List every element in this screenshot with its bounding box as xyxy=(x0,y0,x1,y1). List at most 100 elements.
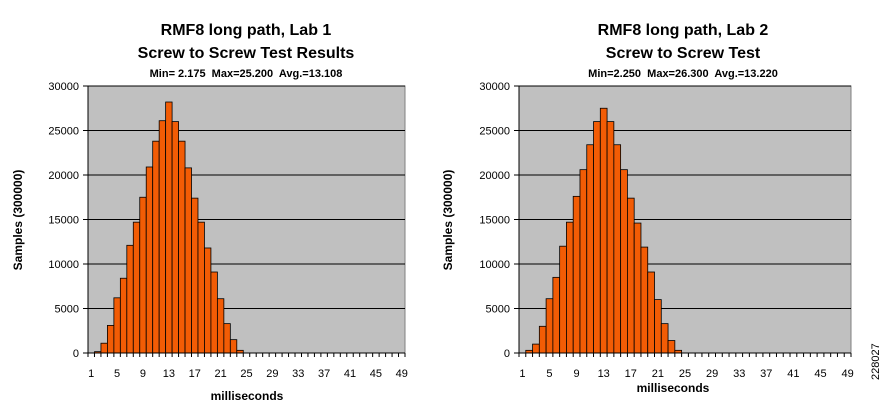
x-tick-label-45: 45 xyxy=(370,368,382,380)
bar-22 xyxy=(223,323,231,354)
x-tick-label-21: 21 xyxy=(652,368,664,380)
x-tick-label-49: 49 xyxy=(396,368,408,380)
x-tick-label-29: 29 xyxy=(266,368,278,380)
y-axis-label: Samples (300000) xyxy=(11,170,25,271)
y-tick-label-25000: 25000 xyxy=(479,126,510,138)
bar-11 xyxy=(152,140,160,354)
x-tick-labels: 1 5 9 13 17 21 25 29 33 37 41 45 49 xyxy=(519,368,853,380)
bar-19 xyxy=(204,247,212,354)
chart-lab-1: RMF8 long path, Lab 1 Screw to Screw Tes… xyxy=(11,22,408,403)
x-tick-label-9: 9 xyxy=(574,368,580,380)
x-tick-label-41: 41 xyxy=(344,368,356,380)
y-tick-labels: 0 5000 10000 15000 20000 25000 30000 xyxy=(479,81,510,360)
x-tick-label-21: 21 xyxy=(214,368,226,380)
chart-stats: Min=2.250 Max=26.300 Avg.=13.220 xyxy=(588,68,778,80)
x-tick-label-25: 25 xyxy=(679,368,691,380)
bar-15 xyxy=(613,144,622,354)
y-tick-label-15000: 15000 xyxy=(48,215,79,227)
y-axis-label: Samples (300000) xyxy=(441,170,455,271)
bar-11 xyxy=(586,144,594,354)
x-tick-label-1: 1 xyxy=(88,368,94,380)
x-tick-label-41: 41 xyxy=(787,368,799,380)
x-tick-label-17: 17 xyxy=(189,368,201,380)
bar-5 xyxy=(113,297,121,354)
bar-5 xyxy=(545,298,554,354)
y-tick-label-5000: 5000 xyxy=(55,304,79,316)
x-tick-label-9: 9 xyxy=(140,368,146,380)
y-tick-labels: 0 5000 10000 15000 20000 25000 30000 xyxy=(48,81,79,360)
x-axis-label: milliseconds xyxy=(637,381,710,395)
y-tick-label-5000: 5000 xyxy=(486,304,510,316)
bar-9 xyxy=(139,196,147,354)
x-tick-labels: 1 5 9 13 17 21 25 29 33 37 41 45 49 xyxy=(88,368,408,380)
bar-12 xyxy=(593,121,601,354)
bar-7 xyxy=(126,244,134,354)
x-tick-label-17: 17 xyxy=(625,368,637,380)
bar-22 xyxy=(660,323,669,354)
y-tick-label-25000: 25000 xyxy=(48,126,79,138)
x-tick-label-45: 45 xyxy=(814,368,826,380)
bar-17 xyxy=(627,197,635,354)
y-tick-label-10000: 10000 xyxy=(48,259,79,271)
x-tick-label-37: 37 xyxy=(318,368,330,380)
x-tick-label-1: 1 xyxy=(519,368,525,380)
bar-14 xyxy=(606,121,615,354)
bar-16 xyxy=(184,167,192,354)
bar-23 xyxy=(667,340,676,354)
bars xyxy=(94,101,244,354)
bar-15 xyxy=(178,140,186,354)
bar-8 xyxy=(566,221,574,354)
x-tick-label-49: 49 xyxy=(841,368,853,380)
chart-stats: Min= 2.175 Max=25.200 Avg.=13.108 xyxy=(150,68,343,80)
bar-9 xyxy=(572,195,581,354)
bar-20 xyxy=(647,271,655,354)
bar-10 xyxy=(145,166,154,354)
y-tick-label-30000: 30000 xyxy=(479,81,510,93)
bar-6 xyxy=(119,277,128,354)
bar-4 xyxy=(538,325,547,354)
bar-20 xyxy=(210,271,218,354)
x-tick-label-33: 33 xyxy=(733,368,745,380)
chart-title: RMF8 long path, Lab 2 xyxy=(598,22,769,39)
bar-10 xyxy=(579,169,588,354)
bar-14 xyxy=(171,121,179,354)
bar-21 xyxy=(654,299,662,354)
y-tick-label-20000: 20000 xyxy=(48,170,79,182)
x-tick-label-13: 13 xyxy=(598,368,610,380)
chart-subtitle: Screw to Screw Test xyxy=(606,45,761,62)
y-tick-label-0: 0 xyxy=(73,348,79,360)
y-tick-label-30000: 30000 xyxy=(48,81,79,93)
x-axis-label: milliseconds xyxy=(211,389,284,403)
chart-subtitle: Screw to Screw Test Results xyxy=(138,45,355,62)
bar-13 xyxy=(165,101,173,354)
chart-title: RMF8 long path, Lab 1 xyxy=(161,22,332,39)
figure-id: 228027 xyxy=(870,343,882,380)
y-tick-label-10000: 10000 xyxy=(479,259,510,271)
x-tick-label-37: 37 xyxy=(760,368,772,380)
x-tick-label-33: 33 xyxy=(292,368,304,380)
chart-lab-2: RMF8 long path, Lab 2 Screw to Screw Tes… xyxy=(441,22,854,395)
y-tick-label-0: 0 xyxy=(504,348,510,360)
bar-17 xyxy=(191,197,199,354)
bar-8 xyxy=(132,221,141,354)
y-tick-label-20000: 20000 xyxy=(479,170,510,182)
x-tick-label-29: 29 xyxy=(706,368,718,380)
bar-3 xyxy=(532,343,540,354)
y-tick-label-15000: 15000 xyxy=(479,215,510,227)
bar-4 xyxy=(107,325,115,354)
bar-23 xyxy=(229,339,238,354)
bar-6 xyxy=(552,276,561,354)
axes xyxy=(514,85,852,357)
bar-12 xyxy=(158,120,167,354)
bar-16 xyxy=(620,169,628,354)
bar-3 xyxy=(100,342,108,354)
x-tick-label-25: 25 xyxy=(240,368,252,380)
bar-19 xyxy=(640,246,649,354)
bar-13 xyxy=(599,107,608,354)
bar-18 xyxy=(197,221,205,354)
bar-21 xyxy=(216,298,225,354)
x-tick-label-13: 13 xyxy=(163,368,175,380)
x-tick-label-5: 5 xyxy=(546,368,552,380)
x-tick-label-5: 5 xyxy=(114,368,120,380)
